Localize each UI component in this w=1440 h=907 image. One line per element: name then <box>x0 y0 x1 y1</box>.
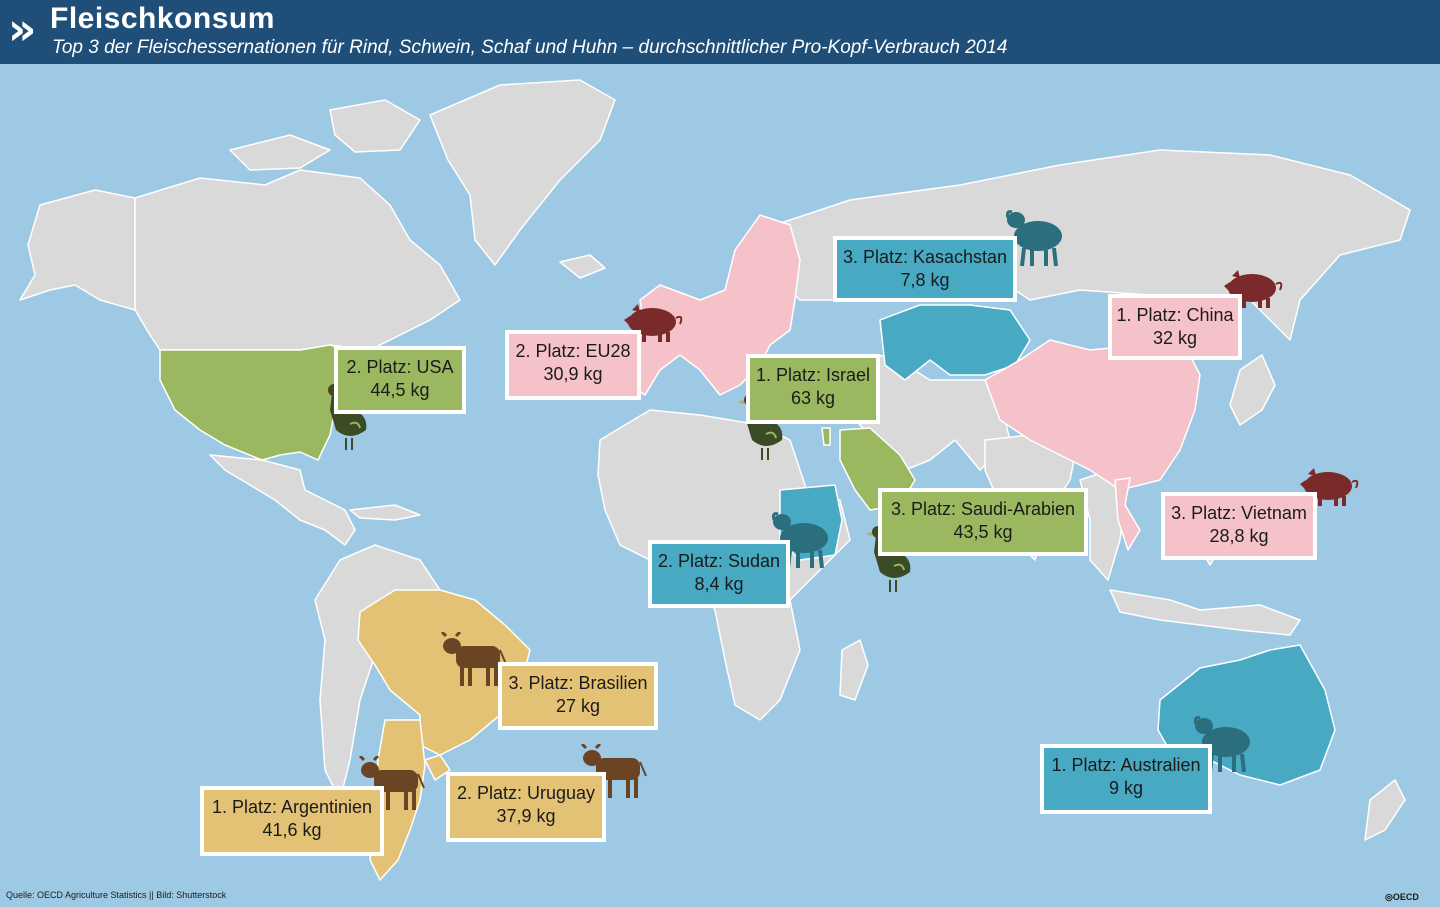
label-kasachstan: 3. Platz: Kasachstan 7,8 kg <box>833 236 1017 302</box>
land-new-zealand <box>1364 779 1406 841</box>
land-alaska <box>19 189 136 311</box>
world-map <box>19 79 1411 881</box>
country-vietnam <box>1114 477 1141 551</box>
label-rank: 2. Platz: Uruguay <box>456 783 596 803</box>
label-eu28: 2. Platz: EU28 30,9 kg <box>505 330 641 400</box>
land-mexico <box>209 454 356 546</box>
sheep-icon-kasachstan <box>1004 206 1064 273</box>
label-rank: 1. Platz: Israel <box>755 365 871 385</box>
source-note: Quelle: OECD Agriculture Statistics || B… <box>6 890 227 900</box>
label-vietnam: 3. Platz: Vietnam 28,8 kg <box>1161 492 1317 560</box>
land-caribbean <box>349 504 421 521</box>
land-japan <box>1229 354 1276 426</box>
page-title: Fleischkonsum <box>50 2 275 35</box>
country-kazakhstan <box>879 304 1031 381</box>
label-value: 37,9 kg <box>496 806 556 826</box>
label-value: 30,9 kg <box>543 364 603 384</box>
label-australien: 1. Platz: Australien 9 kg <box>1040 744 1212 814</box>
label-saudi-arabien: 3. Platz: Saudi-Arabien 43,5 kg <box>878 488 1088 556</box>
label-value: 7,8 kg <box>900 270 950 290</box>
label-uruguay: 2. Platz: Uruguay 37,9 kg <box>446 772 606 842</box>
label-usa: 2. Platz: USA 44,5 kg <box>334 346 466 414</box>
country-china <box>984 339 1201 491</box>
label-israel: 1. Platz: Israel 63 kg <box>746 354 880 424</box>
label-value: 28,8 kg <box>1209 526 1269 546</box>
label-rank: 3. Platz: Brasilien <box>508 673 648 693</box>
label-rank: 2. Platz: USA <box>346 357 454 377</box>
label-sudan: 2. Platz: Sudan 8,4 kg <box>648 540 790 608</box>
label-china: 1. Platz: China 32 kg <box>1108 294 1242 360</box>
country-israel <box>821 427 831 446</box>
label-brasilien: 3. Platz: Brasilien 27 kg <box>498 662 658 730</box>
label-value: 63 kg <box>790 388 836 408</box>
oecd-chevron-icon: » <box>8 4 37 55</box>
label-value: 43,5 kg <box>953 522 1013 542</box>
land-south-america <box>314 544 441 801</box>
land-arctic-islands <box>229 134 331 171</box>
header-banner: » Fleischkonsum Top 3 der Fleischesserna… <box>0 0 1440 64</box>
label-rank: 3. Platz: Vietnam <box>1171 503 1307 523</box>
page-subtitle: Top 3 der Fleischessernationen für Rind,… <box>52 37 1008 58</box>
land-canada <box>134 169 461 351</box>
label-value: 41,6 kg <box>262 820 322 840</box>
country-uruguay <box>424 754 451 781</box>
label-value: 9 kg <box>1108 778 1144 798</box>
land-greenland <box>429 79 616 266</box>
label-value: 44,5 kg <box>370 380 430 400</box>
label-rank: 1. Platz: Argentinien <box>211 797 373 817</box>
label-value: 27 kg <box>555 696 601 716</box>
country-brazil <box>357 589 531 756</box>
label-value: 8,4 kg <box>694 574 744 594</box>
cow-icon-brasilien <box>440 630 508 695</box>
label-rank: 3. Platz: Saudi-Arabien <box>890 499 1076 519</box>
oecd-logo: ◎OECD <box>1385 892 1419 902</box>
oecd-logo-text: OECD <box>1392 892 1419 902</box>
label-rank: 2. Platz: EU28 <box>515 341 631 361</box>
land-madagascar <box>839 639 869 701</box>
label-rank: 3. Platz: Kasachstan <box>842 247 1008 267</box>
label-rank: 1. Platz: China <box>1116 305 1234 325</box>
label-argentinien: 1. Platz: Argentinien 41,6 kg <box>200 786 384 856</box>
land-iceland <box>559 254 606 279</box>
label-value: 32 kg <box>1152 328 1198 348</box>
land-arctic-islands-2 <box>329 99 421 153</box>
label-rank: 2. Platz: Sudan <box>657 551 781 571</box>
label-rank: 1. Platz: Australien <box>1051 755 1201 775</box>
land-indonesia <box>1109 589 1301 636</box>
